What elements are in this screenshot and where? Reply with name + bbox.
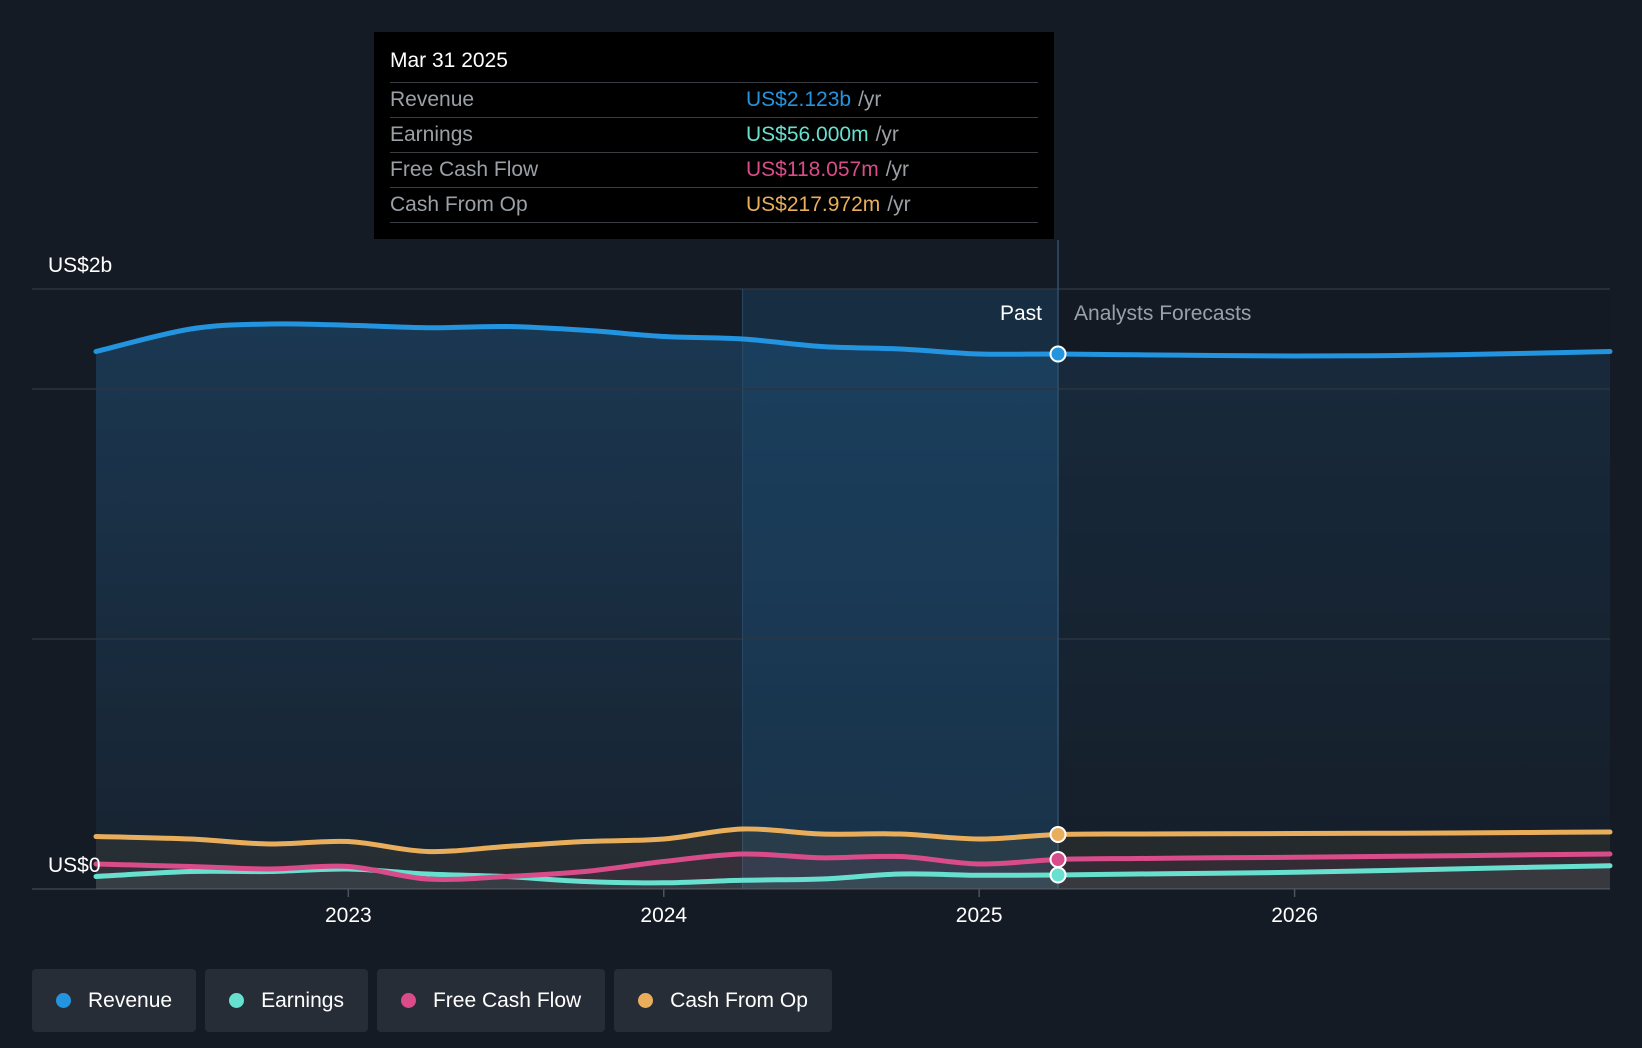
tooltip-row-earnings: Earnings US$56.000m /yr [390,117,1038,152]
tooltip-unit: /yr [885,158,910,181]
x-tick-label: 2023 [325,904,372,927]
tooltip-value: US$217.972m [746,193,881,216]
legend-label: Revenue [88,988,173,1012]
tooltip-unit: /yr [858,88,882,111]
legend-dot-icon [400,993,416,1008]
legend-item-cash-from-op[interactable]: Cash From Op [614,969,832,1032]
revenue-area [96,323,1610,889]
legend-dot-icon [638,993,654,1008]
tooltip-value: US$56.000m [746,123,869,146]
forecast-label: Analysts Forecasts [1074,302,1251,325]
tooltip-unit: /yr [887,193,911,216]
legend-label: Free Cash Flow [432,988,582,1012]
series-line-revenue [93,321,1613,359]
x-tick-label: 2025 [956,904,1003,927]
forecast-region [1058,289,1610,889]
legend-dot-icon [56,993,71,1008]
tooltip: Mar 31 2025 Revenue US$2.123b /yr Earnin… [374,32,1054,239]
legend-label: Earnings [261,988,344,1012]
tooltip-row-cash-from-op: Cash From Op US$217.972m /yr [390,187,1038,223]
past-highlight-region [742,289,1059,889]
past-label: Past [1000,302,1042,325]
tooltip-row-revenue: Revenue US$2.123b /yr [390,82,1038,117]
tooltip-label: Revenue [390,88,475,111]
legend-dot-icon [229,993,245,1008]
x-tick-label: 2024 [640,904,687,927]
marker-revenue [1049,345,1067,363]
legend-item-revenue[interactable]: Revenue [32,969,197,1032]
tooltip-date: Mar 31 2025 [390,49,508,72]
tooltip-label: Free Cash Flow [390,158,539,181]
marker-cash-from-op [1049,826,1067,843]
y-label-bottom: US$0 [48,854,101,877]
series-line-free-cash-flow [93,851,1613,883]
legend-item-free-cash-flow[interactable]: Free Cash Flow [376,969,606,1032]
tooltip-label: Earnings [390,123,473,146]
legend-label: Cash From Op [670,988,808,1012]
tooltip-row-free-cash-flow: Free Cash Flow US$118.057m /yr [390,152,1038,187]
series-line-cash-from-op [93,826,1613,855]
y-label-top: US$2b [48,254,112,277]
x-tick-label: 2026 [1271,904,1318,927]
marker-earnings [1049,866,1067,884]
tooltip-unit: /yr [875,123,899,146]
tooltip-label: Cash From Op [390,193,528,216]
legend: Revenue Earnings Free Cash Flow Cash Fro… [32,969,832,1032]
tooltip-value: US$118.057m [746,158,879,181]
legend-item-earnings[interactable]: Earnings [205,969,368,1032]
tooltip-value: US$2.123b [746,88,852,111]
marker-free-cash-flow [1049,851,1067,868]
